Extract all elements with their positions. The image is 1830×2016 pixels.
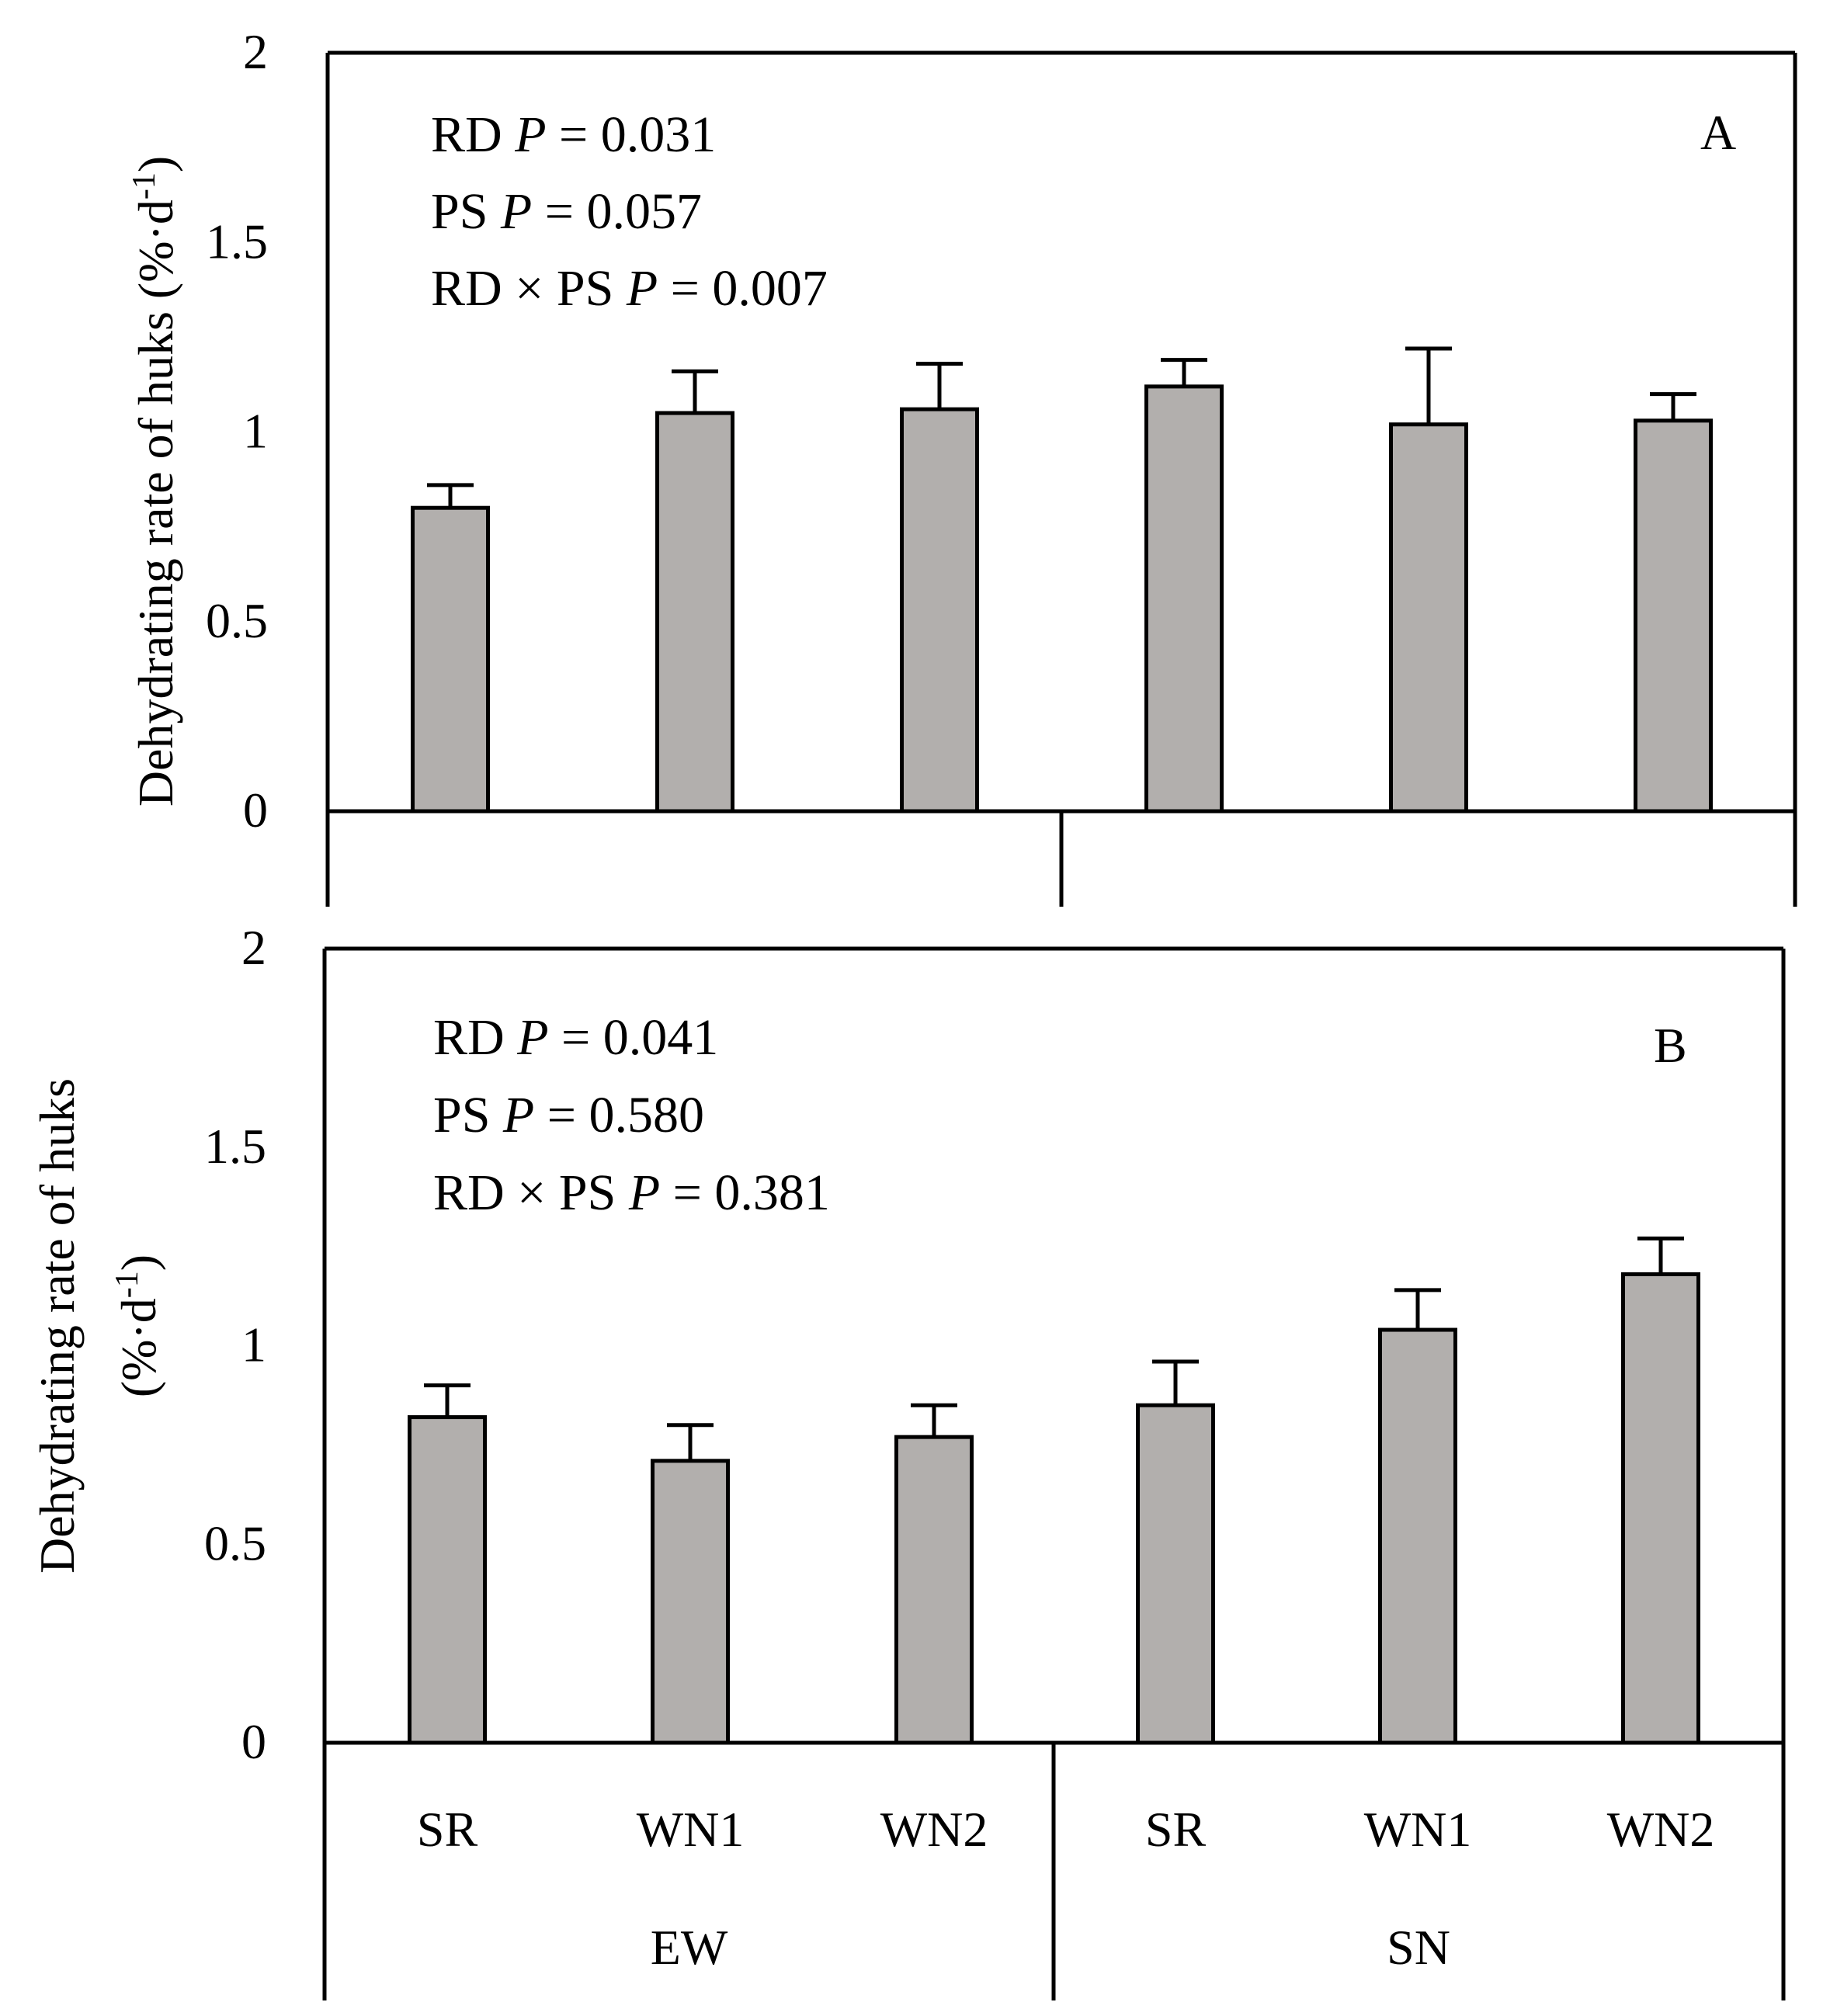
x-category-label: SR xyxy=(1145,1802,1207,1857)
panel-b-frame xyxy=(322,946,1786,2000)
y-tick-label: 0 xyxy=(241,1714,266,1769)
panel-a-letter: A xyxy=(1700,105,1736,160)
panel-b: 0 0.5 1 1.5 2 B RD P = 0.041 PS P = 0.580 RD… xyxy=(30,920,1786,2000)
bar xyxy=(651,1459,730,1745)
x-category-label: WN1 xyxy=(1364,1802,1472,1857)
panel-a-stat-interaction: RD × PS P = 0.007 xyxy=(431,260,828,317)
y-tick-label: 0.5 xyxy=(204,1515,266,1570)
panel-b-stat-rd: RD P = 0.041 xyxy=(433,1009,718,1066)
panel-b-category-labels: SR WN1 WN2 SR WN1 WN2 xyxy=(417,1802,1714,1857)
panel-b-group-labels: EW SN xyxy=(651,1920,1450,1975)
x-group-label: SN xyxy=(1387,1920,1450,1975)
bar xyxy=(1389,422,1468,814)
panel-a-frame xyxy=(325,50,1797,907)
bar xyxy=(655,411,734,814)
panel-a-y-tick-labels: 0 0.5 1 1.5 2 xyxy=(206,24,268,838)
y-tick-label: 1 xyxy=(243,404,268,459)
y-tick-label: 0 xyxy=(243,782,268,838)
x-category-label: WN2 xyxy=(1607,1802,1715,1857)
bar xyxy=(900,407,979,814)
panel-b-y-axis-label-line2: (%·d-1) xyxy=(109,1254,166,1397)
panel-b-y-axis-label-line1: Dehydrating rate of huks xyxy=(30,1078,85,1574)
panel-a-bars xyxy=(411,346,1713,814)
bar xyxy=(1634,418,1713,814)
bar xyxy=(408,1415,487,1745)
panel-a-stat-rd: RD P = 0.031 xyxy=(431,106,716,163)
y-tick-label: 1 xyxy=(241,1317,266,1372)
panel-b-stat-ps: PS P = 0.580 xyxy=(433,1087,704,1143)
y-tick-label: 1.5 xyxy=(206,213,268,269)
y-tick-label: 0.5 xyxy=(206,593,268,648)
x-category-label: WN2 xyxy=(880,1802,988,1857)
bar xyxy=(1378,1327,1457,1745)
y-tick-label: 2 xyxy=(243,24,268,79)
x-category-label: SR xyxy=(417,1802,478,1857)
bar xyxy=(411,505,490,814)
bar xyxy=(1136,1403,1215,1745)
panel-a-stat-ps: PS P = 0.057 xyxy=(431,183,702,240)
bar xyxy=(1621,1272,1700,1745)
y-tick-label: 1.5 xyxy=(204,1119,266,1174)
bar xyxy=(894,1435,974,1745)
panel-a: 0 0.5 1 1.5 2 A RD P = 0.031 PS P = 0.057 RD… xyxy=(127,24,1797,907)
panel-b-bars xyxy=(408,1236,1700,1745)
y-tick-label: 2 xyxy=(241,920,266,975)
x-group-label: EW xyxy=(651,1920,728,1975)
panel-b-letter: B xyxy=(1654,1018,1687,1073)
bar xyxy=(1144,384,1224,814)
panel-a-y-axis-label: Dehydrating rate of huks (%·d-1) xyxy=(127,156,183,807)
panel-b-y-tick-labels: 0 0.5 1 1.5 2 xyxy=(204,920,266,1769)
panel-b-stat-interaction: RD × PS P = 0.381 xyxy=(433,1164,830,1221)
x-category-label: WN1 xyxy=(637,1802,745,1857)
